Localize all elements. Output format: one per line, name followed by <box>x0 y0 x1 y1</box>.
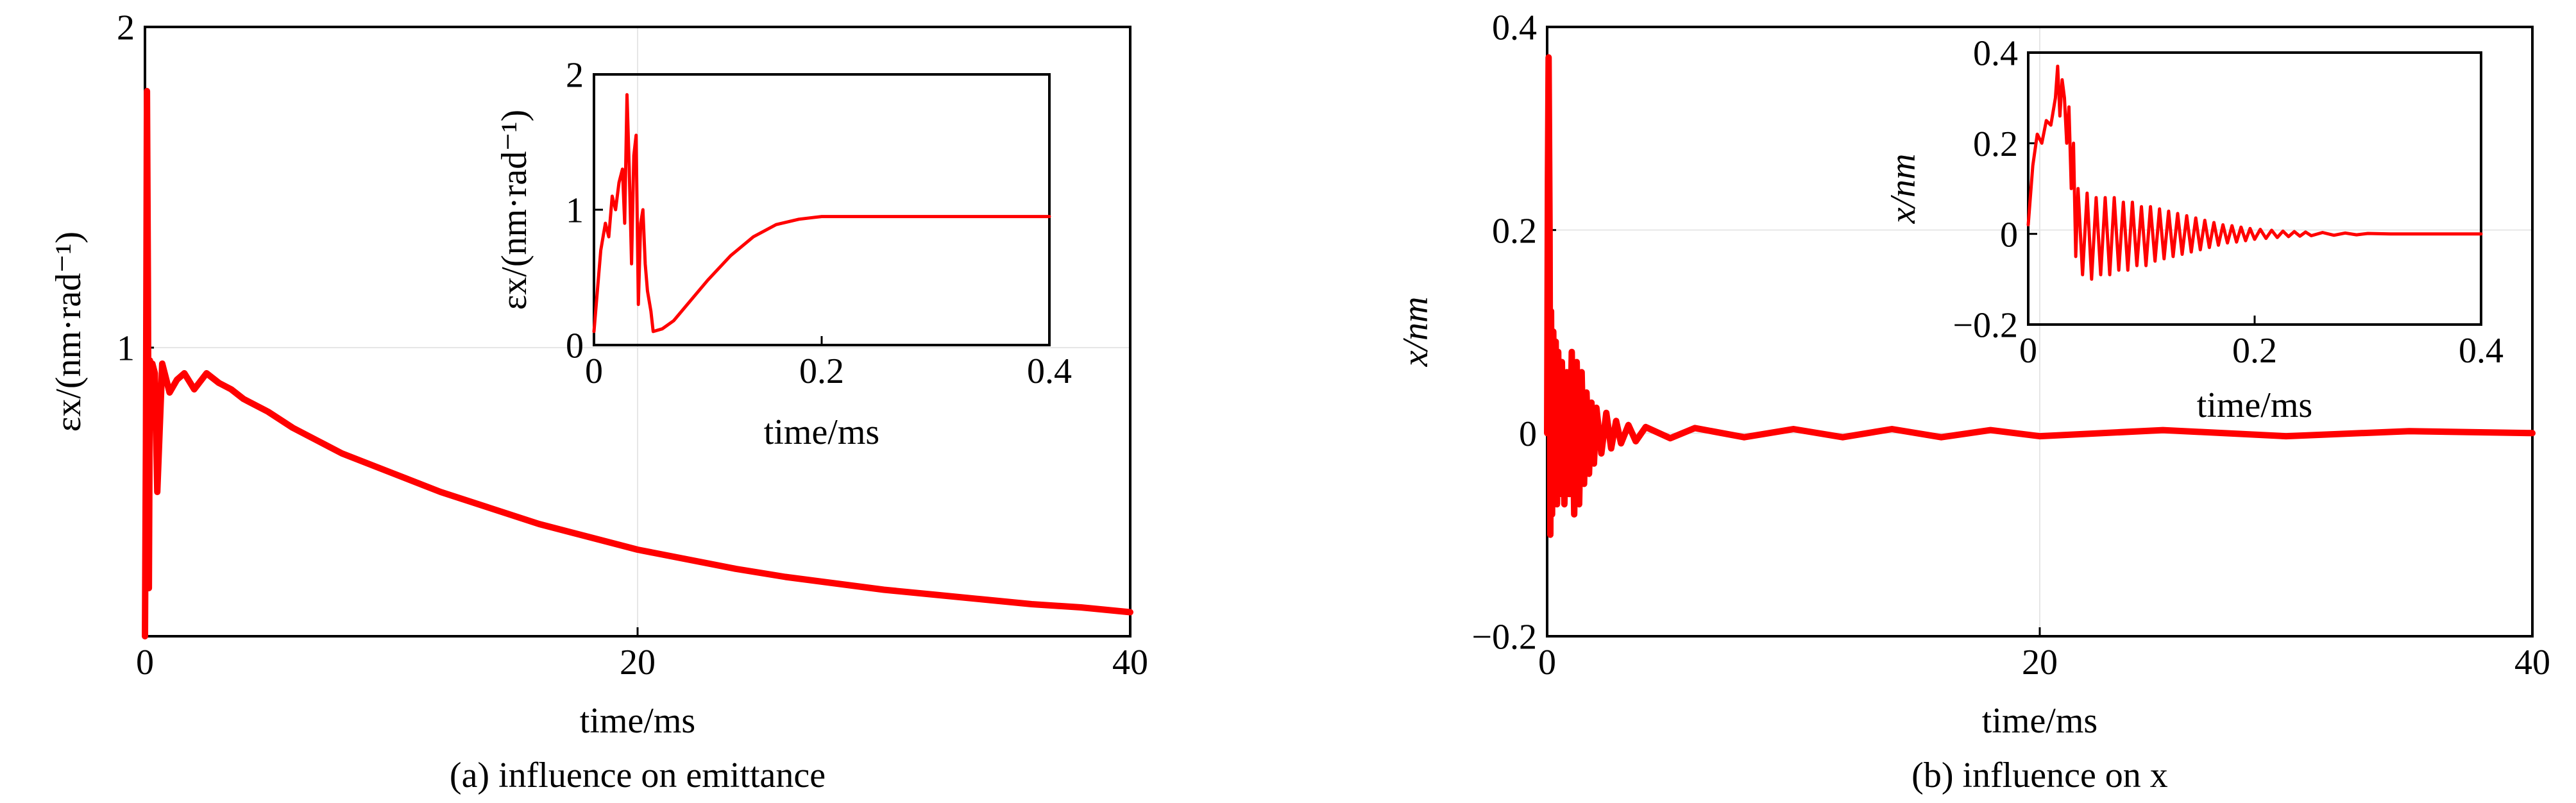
panel-b-inset-ytick-label-2: 0.2 <box>1973 124 2018 164</box>
panel-a-inset-ytick-label-0: 0 <box>566 326 584 366</box>
panel-b-inset-xtick-label-0: 0 <box>2019 331 2037 371</box>
panel-b-inset-xtick-label-1: 0.2 <box>2232 331 2277 371</box>
panel-b-x: 0 20 40−0.200.20.4 time/ms x/nm (b) influe… <box>1396 8 2550 795</box>
panel-a-inset-xtick-label-0: 0 <box>585 351 603 391</box>
panel-b-grid <box>1546 26 2533 637</box>
panel-b-xtick-label-0: 0 <box>1538 643 1556 682</box>
panel-a-inset-frame <box>593 73 1051 346</box>
panel-a-xtick-label-1: 20 <box>620 643 656 682</box>
panel-b-ytick-label-2: 0.2 <box>1492 211 1537 251</box>
panel-b-ylabel: x/nm <box>1396 297 1436 368</box>
panel-a-inset-xtick-label-1: 0.2 <box>799 351 844 391</box>
panel-b-inset-frame <box>2027 51 2482 326</box>
panel-b-ticks: 0 20 40−0.200.20.4 <box>1471 8 2550 682</box>
panel-a-inset-xtick-label-2: 0.4 <box>1027 351 1072 391</box>
panel-b-ytick-label-1: 0 <box>1519 414 1537 454</box>
panel-a-ytick-label-0: 1 <box>117 329 135 369</box>
panel-a-ytick-label-1: 2 <box>117 8 135 48</box>
panel-a-inset-ytick-label-1: 1 <box>566 191 584 231</box>
panel-b-xtick-label-1: 20 <box>2022 643 2058 682</box>
panel-b-x-series <box>1544 54 2536 538</box>
panel-b-ytick-label-3: 0.4 <box>1492 8 1537 48</box>
panel-b-inset-ytick-label-3: 0.4 <box>1973 34 2018 74</box>
panel-b-inset-ticks: 0 0.2 0.4−0.200.20.4 <box>1953 34 2504 371</box>
panel-b-inset-ylabel: x/nm <box>1883 154 1923 224</box>
panel-a-xtick-label-2: 40 <box>1112 643 1148 682</box>
panel-a-inset-ticks: 0 0.2 0.4 0 1 2 <box>566 56 1072 391</box>
panel-a-inset-ytick-label-2: 2 <box>566 56 584 96</box>
panel-b-inset-series <box>2026 64 2483 281</box>
panel-b-inset-xlabel: time/ms <box>2197 385 2312 425</box>
panel-b-caption: (b) influence on x <box>1911 756 2168 795</box>
panel-a-caption: (a) influence on emittance <box>450 756 826 795</box>
panel-b-xtick-label-2: 40 <box>2514 643 2550 682</box>
panel-b-inset-ytick-label-1: 0 <box>2000 215 2018 255</box>
panel-b-inset-xtick-label-2: 0.4 <box>2459 331 2504 371</box>
panel-b-inset: 0 0.2 0.4−0.200.20.4 time/ms x/nm <box>1883 34 2504 425</box>
panel-a-xlabel: time/ms <box>580 701 695 741</box>
panel-b-ytick-label-0: −0.2 <box>1471 618 1537 657</box>
panel-a-inset-ylabel: εx/(nm·rad⁻¹) <box>495 110 534 310</box>
panel-a-xtick-label-0: 0 <box>136 643 154 682</box>
panel-b-xlabel: time/ms <box>1982 701 2097 741</box>
panel-a-inset-xlabel: time/ms <box>764 412 879 452</box>
panel-a-ylabel: εx/(nm·rad⁻¹) <box>49 232 89 432</box>
panel-a-inset: 0 0.2 0.4 0 1 2 time/ms εx/(nm·rad⁻¹) <box>495 56 1072 452</box>
panel-a-grid <box>144 26 1131 636</box>
panel-a-inset-series <box>592 93 1051 334</box>
panel-a-emittance-series <box>142 88 1133 639</box>
panel-b-inset-ytick-label-0: −0.2 <box>1953 306 2018 346</box>
